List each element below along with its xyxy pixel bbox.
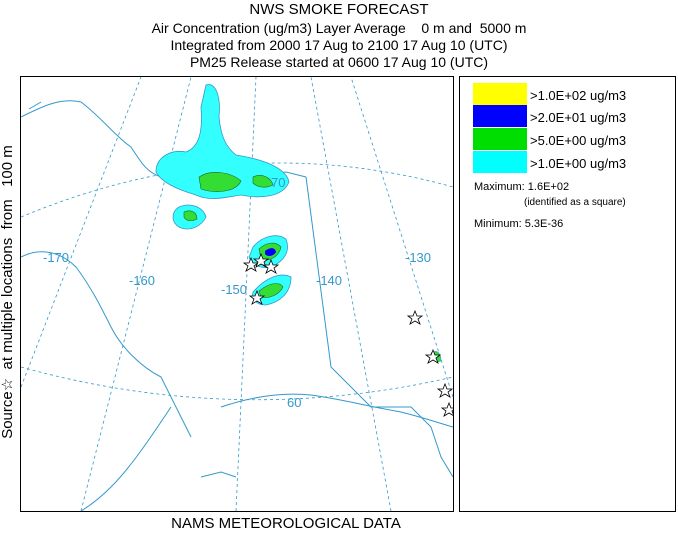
legend-label-3: >5.0E+00 ug/m3 bbox=[530, 133, 627, 148]
page-title: NWS SMOKE FORECAST bbox=[249, 1, 429, 18]
legend-label-1: >1.0E+02 ug/m3 bbox=[530, 88, 627, 103]
source-side-label: Source☆ at multiple locations from 100 m bbox=[0, 145, 16, 439]
peninsula bbox=[80, 406, 172, 511]
subtitle-integration: Integrated from 2000 17 Aug to 2100 17 A… bbox=[170, 37, 508, 53]
meridian-150 bbox=[235, 77, 257, 511]
grid-label-minus-130: -130 bbox=[405, 250, 431, 265]
legend-label-2: >2.0E+01 ug/m3 bbox=[530, 110, 627, 125]
grid-label-minus-160: -160 bbox=[129, 273, 155, 288]
coast-north-inlet bbox=[28, 101, 42, 110]
footer-label: NAMS METEOROLOGICAL DATA bbox=[171, 515, 401, 532]
legend-swatch-blue bbox=[473, 105, 527, 127]
minimum-value: Minimum: 5.3E-36 bbox=[474, 218, 564, 230]
legend-label-4: >1.0E+00 ug/m3 bbox=[530, 156, 627, 171]
plume-north-mid-2 bbox=[252, 175, 274, 188]
source-star-icon bbox=[252, 252, 270, 268]
map-svg: 70 -170 -160 -150 -140 -130 60 bbox=[21, 77, 453, 511]
source-star-icon bbox=[406, 309, 424, 325]
source-stars bbox=[242, 252, 453, 417]
meridian-170 bbox=[21, 77, 142, 388]
grid-label-minus-170: -170 bbox=[43, 250, 69, 265]
source-star-icon bbox=[248, 289, 266, 305]
maximum-value: Maximum: 1.6E+02 bbox=[474, 181, 570, 193]
source-star-icon bbox=[242, 256, 260, 272]
grid-label-minus-140: -140 bbox=[316, 273, 342, 288]
legend-swatch-green bbox=[473, 128, 527, 150]
coast-bering bbox=[21, 251, 192, 438]
meridian-130 bbox=[350, 77, 453, 398]
coast-islands bbox=[200, 471, 237, 478]
map-panel: 70 -170 -160 -150 -140 -130 60 bbox=[20, 76, 454, 512]
grid-label-70: 70 bbox=[271, 175, 285, 190]
legend-swatch-cyan bbox=[473, 151, 527, 173]
grid-label-minus-150: -150 bbox=[221, 282, 247, 297]
plume-center-high bbox=[265, 248, 276, 257]
source-star-icon bbox=[440, 401, 453, 417]
maximum-note: (identified as a square) bbox=[524, 197, 626, 208]
subtitle-concentration: Air Concentration (ug/m3) Layer Average … bbox=[151, 20, 527, 36]
coast-gulf bbox=[220, 393, 453, 428]
coast-panhandle bbox=[410, 406, 453, 478]
meridian-140 bbox=[310, 77, 392, 511]
grid-labels: 70 -170 -160 -150 -140 -130 60 bbox=[43, 175, 431, 410]
source-star-icon bbox=[424, 348, 442, 364]
plume-north-mid bbox=[198, 172, 242, 192]
smoke-plumes bbox=[155, 84, 442, 362]
plume-north-low bbox=[155, 84, 290, 200]
plume-small-mid bbox=[183, 210, 198, 222]
legend-panel: >1.0E+02 ug/m3 >2.0E+01 ug/m3 >5.0E+00 u… bbox=[459, 76, 676, 512]
subtitle-release: PM25 Release started at 0600 17 Aug 10 (… bbox=[189, 54, 489, 70]
meridian-160 bbox=[80, 77, 192, 511]
border-alaska-canada bbox=[305, 176, 411, 408]
parallel-60 bbox=[21, 366, 453, 401]
source-star-icon bbox=[436, 382, 453, 398]
plume-south-mid bbox=[258, 283, 284, 298]
grid-label-60: 60 bbox=[287, 395, 301, 410]
legend-swatch-yellow bbox=[473, 83, 527, 105]
source-star-icon bbox=[262, 258, 280, 274]
